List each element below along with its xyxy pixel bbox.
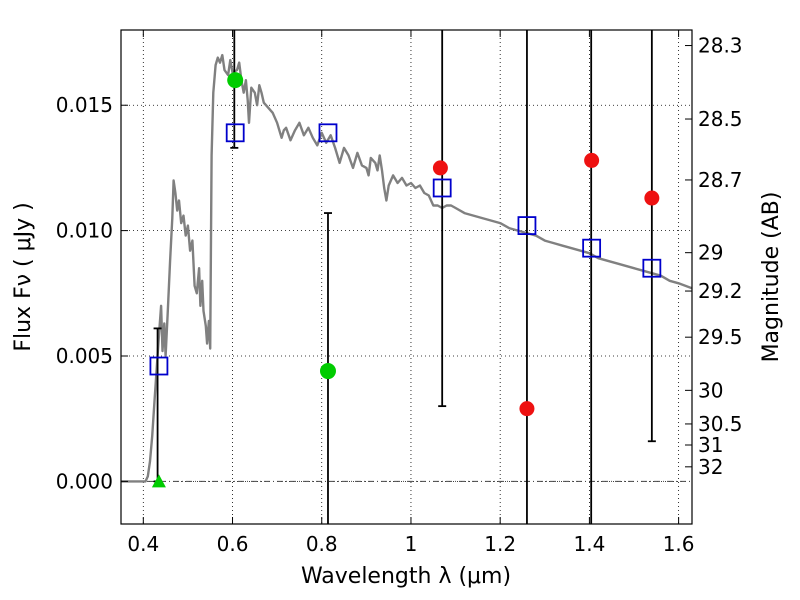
model-spectrum-line xyxy=(121,53,692,483)
plot-frame xyxy=(120,29,693,525)
red-flux-point xyxy=(519,401,535,417)
model-photometry-square xyxy=(318,123,338,143)
red-flux-markers xyxy=(432,152,660,417)
x-axis-label: Wavelength λ (μm) xyxy=(301,564,511,589)
red-flux-point xyxy=(584,152,600,168)
right-tick-label: 29 xyxy=(698,241,723,265)
x-tick-label: 1 xyxy=(405,532,418,556)
model-photometry-square xyxy=(642,258,662,278)
right-tick-label: 30 xyxy=(698,378,723,402)
x-tick-label: 0.4 xyxy=(127,532,159,556)
x-tick-label: 0.6 xyxy=(217,532,249,556)
red-flux-point xyxy=(432,160,448,176)
model-photometry-square xyxy=(432,178,452,198)
nondetection-triangle xyxy=(151,474,166,488)
y-tick-label: 0.010 xyxy=(56,219,113,243)
nondetection-markers xyxy=(151,474,166,488)
right-tick-label: 29.5 xyxy=(698,325,743,349)
model-photometry-square xyxy=(225,123,245,143)
model-photometry-markers xyxy=(149,123,662,376)
y-axis-ticks: 0.000 0.005 0.010 0.015 xyxy=(56,93,128,493)
right-tick-label: 30.5 xyxy=(698,412,743,436)
detection-markers xyxy=(227,72,336,380)
right-axis-label: Magnitude (AB) xyxy=(759,192,784,363)
x-tick-label: 0.8 xyxy=(306,532,338,556)
y-tick-label: 0.000 xyxy=(56,469,113,493)
right-tick-label: 28.5 xyxy=(698,107,743,131)
model-photometry-square xyxy=(582,238,602,258)
model-photometry-square xyxy=(149,356,169,376)
model-photometry-square xyxy=(517,216,537,235)
detection-point xyxy=(227,72,244,89)
x-tick-label: 1.4 xyxy=(573,532,605,556)
detection-point xyxy=(319,363,336,380)
right-tick-label: 32 xyxy=(698,455,723,479)
x-tick-label: 1.2 xyxy=(484,532,516,556)
y-tick-label: 0.005 xyxy=(56,344,113,368)
y-tick-label: 0.015 xyxy=(56,93,113,117)
y-axis-label: Flux Fν ( μJy ) xyxy=(11,202,36,351)
grid-lines xyxy=(121,30,692,524)
right-tick-label: 28.7 xyxy=(698,168,743,192)
x-tick-label: 1.6 xyxy=(663,532,695,556)
x-axis-ticks: 0.4 0.6 0.8 1 1.2 1.4 1.6 xyxy=(127,30,695,556)
right-tick-label: 31 xyxy=(698,433,723,457)
red-flux-point xyxy=(644,190,660,206)
right-tick-label: 29.2 xyxy=(698,279,743,303)
error-bars xyxy=(153,30,656,524)
right-tick-label: 28.3 xyxy=(698,34,743,58)
